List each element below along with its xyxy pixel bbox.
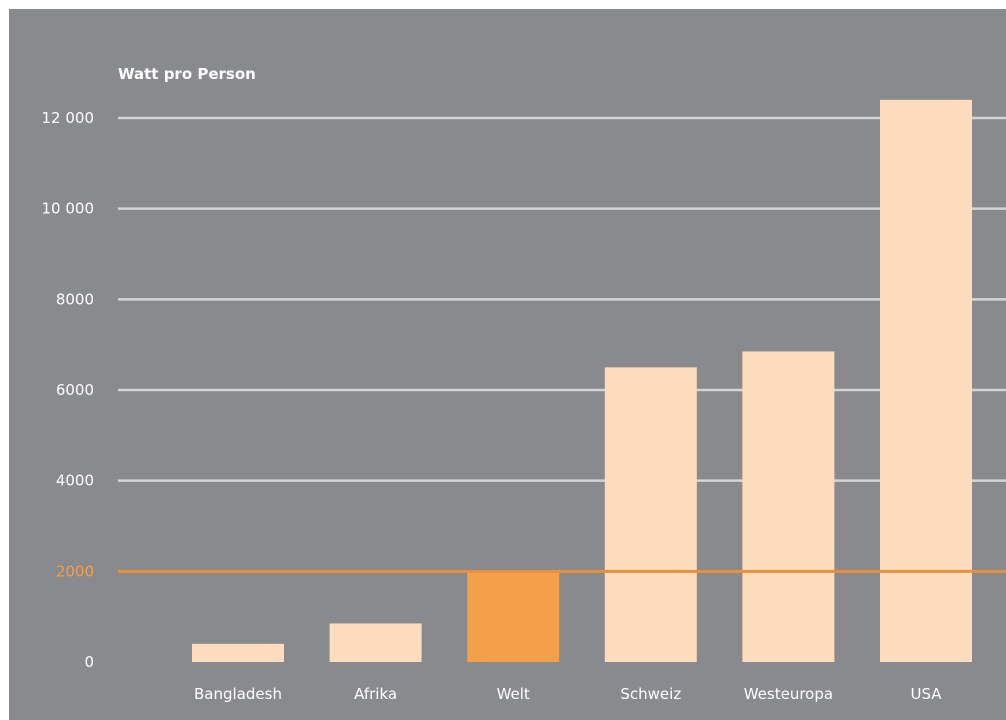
x-axis-ticks: Bangladesh Afrika Welt Schweiz Westeuropa USA bbox=[194, 685, 942, 703]
x-tick-label: Bangladesh bbox=[194, 685, 282, 703]
y-tick-label: 2000 bbox=[56, 562, 94, 580]
bar-westeuropa bbox=[742, 351, 835, 662]
bar-bangladesh bbox=[192, 643, 284, 662]
bar-afrika bbox=[329, 623, 422, 662]
x-tick-label: Afrika bbox=[354, 685, 397, 703]
x-tick-label: USA bbox=[910, 685, 942, 703]
x-tick-label: Schweiz bbox=[620, 685, 681, 703]
y-tick-label: 6000 bbox=[56, 381, 94, 399]
bar-welt bbox=[467, 571, 560, 662]
bars bbox=[118, 99, 1006, 662]
gridlines bbox=[118, 116, 1006, 482]
x-tick-label: Westeuropa bbox=[744, 685, 833, 703]
bar-schweiz bbox=[604, 367, 697, 662]
chart-title: Watt pro Person bbox=[118, 65, 256, 83]
y-tick-label: 12 000 bbox=[42, 109, 95, 127]
bar-usa bbox=[880, 99, 972, 662]
y-tick-label: 10 000 bbox=[42, 200, 95, 218]
y-tick-label: 8000 bbox=[56, 290, 94, 308]
y-tick-label: 0 bbox=[84, 653, 94, 671]
x-tick-label: Welt bbox=[497, 685, 530, 703]
y-axis-ticks: 0 2000 4000 6000 8000 10 000 12 000 bbox=[42, 109, 95, 671]
y-tick-label: 4000 bbox=[56, 472, 94, 490]
